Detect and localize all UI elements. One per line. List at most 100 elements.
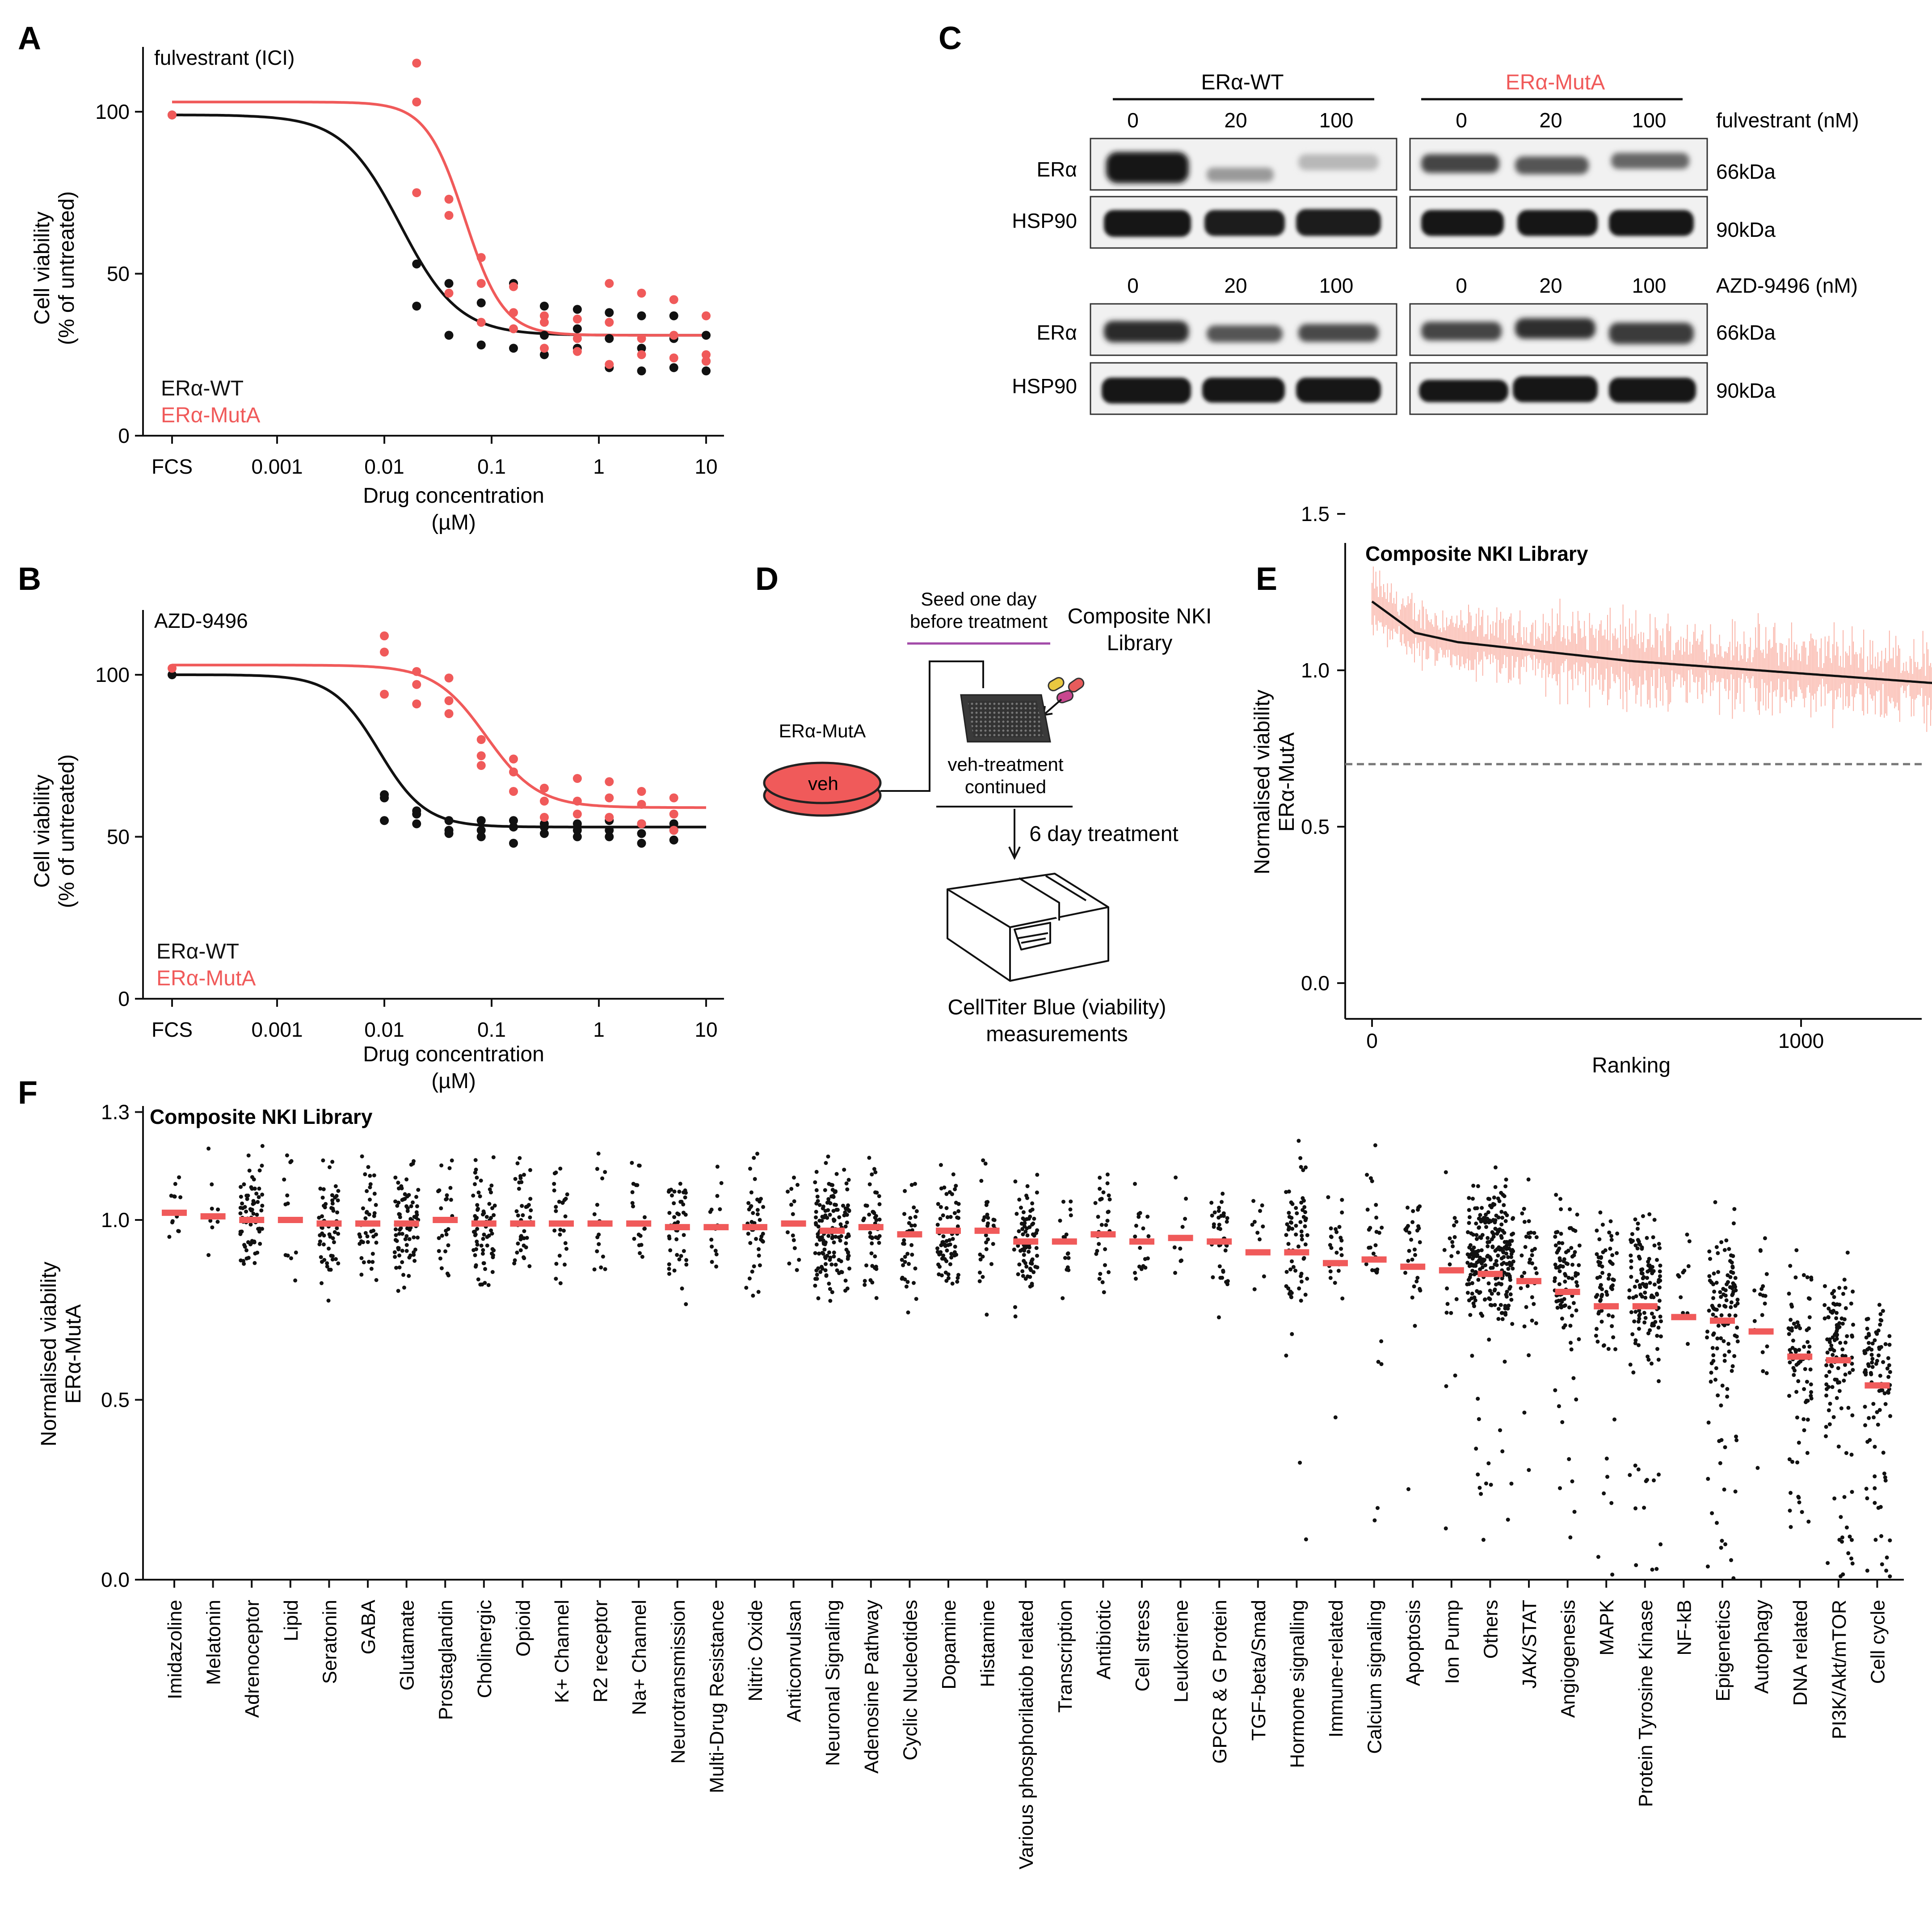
band (1515, 318, 1595, 339)
data-point (1788, 1348, 1792, 1352)
data-point (1481, 1219, 1485, 1223)
data-point (757, 1253, 761, 1258)
data-point (526, 1203, 531, 1207)
data-point (1467, 1221, 1471, 1225)
data-point (1877, 1408, 1882, 1412)
median-bar (1323, 1260, 1348, 1266)
data-point (1496, 1253, 1500, 1258)
data-point (913, 1266, 918, 1271)
data-point (1878, 1322, 1882, 1327)
data-point (826, 1197, 831, 1201)
data-point (1509, 1252, 1514, 1256)
data-point (1725, 1394, 1730, 1399)
data-point (238, 1211, 243, 1215)
data-point (208, 1219, 213, 1223)
data-point (330, 1254, 335, 1258)
data-point (1406, 1205, 1410, 1210)
data-point (1303, 1224, 1307, 1228)
data-point (1598, 1210, 1603, 1215)
data-point (1734, 1334, 1739, 1339)
data-point-mut (412, 97, 421, 107)
data-point (1735, 1325, 1739, 1330)
data-point (363, 1172, 367, 1177)
data-point (1867, 1333, 1871, 1337)
data-point (1719, 1240, 1724, 1245)
data-point (1224, 1280, 1228, 1284)
data-point (1633, 1217, 1637, 1222)
category-label: Imidazoline (164, 1600, 186, 1699)
data-point (1509, 1481, 1514, 1486)
data-point-mut (605, 793, 614, 803)
data-point (248, 1207, 253, 1211)
data-point (363, 1216, 368, 1220)
data-point (1296, 1139, 1301, 1143)
data-point-wt (412, 259, 421, 269)
data-point (786, 1190, 790, 1194)
data-point (1633, 1338, 1638, 1342)
data-point (1807, 1345, 1812, 1349)
category-label: K+ Channel (551, 1600, 573, 1703)
data-point (816, 1266, 821, 1270)
data-point (246, 1153, 251, 1158)
data-point (473, 1229, 477, 1234)
data-point (1794, 1390, 1799, 1394)
data-point (1787, 1457, 1792, 1462)
data-point-wt (444, 816, 454, 825)
data-point (941, 1213, 945, 1218)
data-point (1493, 1165, 1498, 1169)
data-point (286, 1201, 290, 1206)
data-point (1303, 1218, 1308, 1223)
data-point (1486, 1240, 1490, 1245)
data-point (1629, 1310, 1633, 1314)
data-point-mut (476, 279, 486, 288)
data-point (444, 1232, 449, 1236)
data-point (1803, 1367, 1807, 1371)
data-point (1501, 1249, 1505, 1253)
data-point (1069, 1213, 1073, 1218)
data-point (1805, 1379, 1809, 1384)
data-point (1732, 1354, 1737, 1358)
panel-b-xlabel-1: Drug concentration (363, 1043, 544, 1066)
blot-dose-wt-100: 100 (1319, 109, 1354, 132)
data-point (1172, 1245, 1177, 1249)
data-point (1014, 1211, 1019, 1216)
data-point (1491, 1234, 1496, 1239)
data-point (518, 1248, 523, 1253)
data-point (870, 1241, 874, 1245)
data-point-mut (637, 819, 646, 828)
panel-letter-a: A (18, 21, 41, 56)
data-point (1839, 1406, 1844, 1410)
data-point (1456, 1250, 1460, 1255)
category-label: GPCR & G Protein (1209, 1600, 1231, 1764)
data-point (1794, 1248, 1799, 1253)
data-point (522, 1256, 526, 1261)
data-point (1502, 1203, 1506, 1207)
data-point (817, 1203, 822, 1207)
data-point (1557, 1241, 1561, 1245)
panel-b-legend-wt: ERα-WT (156, 940, 239, 963)
data-point (1636, 1221, 1640, 1226)
data-point (259, 1208, 264, 1213)
data-point (1098, 1186, 1102, 1191)
panel-b-ylabel-1: Cell viability (30, 774, 54, 887)
median-bar (1516, 1278, 1541, 1284)
data-point (1606, 1276, 1611, 1281)
data-point (1713, 1378, 1717, 1382)
data-point (1216, 1315, 1221, 1320)
data-point (832, 1254, 836, 1259)
data-point (1646, 1259, 1650, 1264)
data-point (1877, 1389, 1881, 1393)
data-point (1794, 1325, 1798, 1329)
data-point (1133, 1234, 1137, 1239)
data-point (1221, 1269, 1225, 1273)
data-point (814, 1215, 818, 1220)
data-point (746, 1232, 750, 1236)
data-point (400, 1232, 404, 1236)
data-point-mut (539, 783, 549, 793)
category-label: Immune-related (1325, 1600, 1347, 1737)
median-bar (665, 1224, 690, 1231)
data-point (1020, 1269, 1025, 1274)
data-point (955, 1276, 960, 1280)
data-point (1824, 1374, 1829, 1378)
data-point (838, 1222, 843, 1227)
